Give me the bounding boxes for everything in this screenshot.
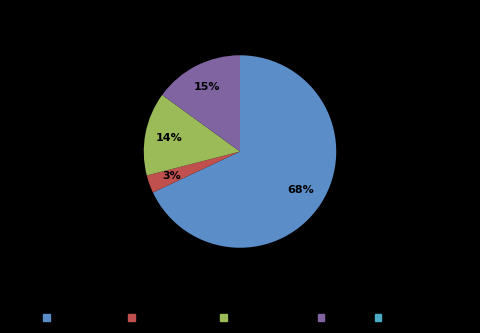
Wedge shape [162, 55, 240, 152]
Text: 68%: 68% [288, 185, 314, 195]
Text: 14%: 14% [156, 133, 182, 143]
Wedge shape [153, 55, 336, 248]
Wedge shape [144, 95, 240, 175]
Text: 3%: 3% [163, 171, 181, 181]
Text: 15%: 15% [194, 82, 220, 92]
Wedge shape [147, 152, 240, 192]
Legend: Wages & Salaries, Employee Benefits, Operating Expenses, Safety Net, Debt Servic: Wages & Salaries, Employee Benefits, Ope… [39, 310, 441, 326]
